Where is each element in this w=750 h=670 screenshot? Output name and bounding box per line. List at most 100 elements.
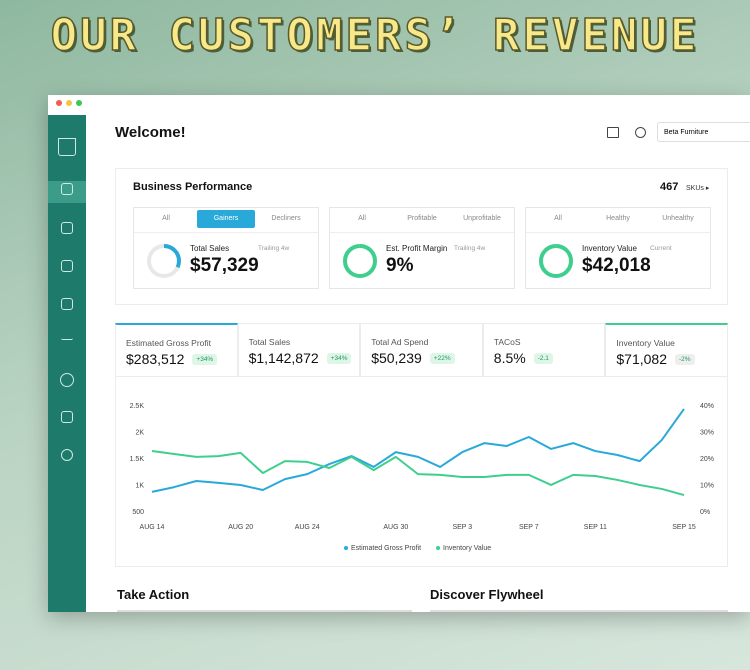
panel-divider bbox=[330, 232, 514, 233]
filter-tab[interactable]: Unhealthy bbox=[662, 215, 694, 222]
docs-icon[interactable] bbox=[607, 127, 619, 138]
kpi-label: Total Ad Spend bbox=[371, 337, 429, 347]
filter-tab[interactable]: Profitable bbox=[407, 215, 437, 222]
legend-swatch bbox=[344, 546, 348, 550]
x-tick-label: AUG 30 bbox=[383, 524, 408, 531]
kpi-row: $283,512 +34% bbox=[126, 351, 218, 367]
store-select[interactable]: Beta Furniture bbox=[657, 122, 750, 142]
panel-divider bbox=[134, 232, 318, 233]
filter-tab[interactable]: Decliners bbox=[271, 215, 301, 222]
window-dot bbox=[76, 100, 82, 106]
metric-label: Est. Profit Margin bbox=[386, 244, 448, 253]
x-tick-label: SEP 11 bbox=[584, 524, 607, 531]
nav-icon[interactable] bbox=[61, 298, 73, 310]
kpi-row: 8.5% -2.1 bbox=[494, 350, 553, 366]
nav-icon[interactable] bbox=[61, 222, 73, 234]
business-performance-card bbox=[115, 168, 728, 305]
kpi-value: $50,239 bbox=[371, 350, 422, 366]
legend-label: Inventory Value bbox=[443, 545, 491, 552]
filter-tab[interactable]: All bbox=[358, 215, 366, 222]
kpi-change: +34% bbox=[326, 352, 352, 364]
gauge bbox=[539, 244, 573, 278]
legend-swatch bbox=[436, 546, 441, 550]
y-tick-label: 2K bbox=[135, 429, 144, 436]
gauge bbox=[343, 244, 377, 278]
nav-icon[interactable] bbox=[61, 260, 73, 272]
kpi-tab[interactable]: TACoS 8.5% -2.1 bbox=[482, 323, 606, 377]
kpi-change: +22% bbox=[429, 352, 455, 364]
y2-tick-label: 40% bbox=[700, 403, 714, 410]
metric-period: Trailing 4w bbox=[258, 245, 290, 252]
x-tick-label: AUG 20 bbox=[228, 524, 253, 531]
sidebar bbox=[48, 115, 86, 612]
metric-label: Total Sales bbox=[190, 244, 230, 253]
x-tick-label: AUG 14 bbox=[140, 524, 165, 531]
kpi-label: Inventory Value bbox=[616, 338, 675, 348]
y2-tick-label: 0% bbox=[700, 509, 710, 516]
section-title: Discover Flywheel bbox=[430, 587, 544, 602]
kpi-label: Total Sales bbox=[248, 337, 291, 347]
performance-panel: All Healthy Unhealthy Inventory Value Curren… bbox=[525, 207, 711, 289]
x-tick-label: AUG 24 bbox=[295, 524, 320, 531]
kpi-change: -2.1 bbox=[533, 352, 553, 364]
metric-period: Current bbox=[650, 245, 672, 252]
nav-icon[interactable] bbox=[60, 373, 74, 387]
welcome: Welcome! bbox=[115, 124, 186, 141]
series-line bbox=[151, 450, 685, 497]
y2-tick-label: 10% bbox=[700, 482, 714, 489]
window-dot bbox=[66, 100, 72, 106]
x-tick-label: SEP 7 bbox=[519, 524, 539, 531]
series-line bbox=[151, 408, 685, 493]
settings-icon[interactable] bbox=[635, 127, 646, 138]
metric-value: $57,329 bbox=[190, 255, 259, 276]
home-icon[interactable] bbox=[61, 183, 73, 195]
logo-icon[interactable] bbox=[58, 138, 76, 156]
sku-link[interactable]: SKUs ▸ bbox=[686, 185, 710, 192]
card-title: Business Performance bbox=[133, 181, 253, 193]
banner-title: OUR CUSTOMERS’ REVENUE bbox=[50, 9, 700, 62]
filter-tab[interactable]: Healthy bbox=[606, 215, 630, 222]
y2-tick-label: 20% bbox=[700, 456, 714, 463]
settings-icon[interactable] bbox=[61, 449, 73, 461]
filter-tab[interactable]: All bbox=[162, 215, 170, 222]
kpi-tab[interactable]: Total Sales $1,142,872 +34% bbox=[237, 323, 361, 377]
sku-count: 467 bbox=[660, 181, 679, 193]
section-rule bbox=[117, 610, 412, 612]
kpi-tab[interactable]: Total Ad Spend $50,239 +22% bbox=[360, 323, 483, 377]
window-dot bbox=[56, 100, 62, 106]
metric-label: Inventory Value bbox=[582, 244, 637, 253]
nav-icon[interactable] bbox=[61, 336, 73, 340]
legend-label: Estimated Gross Profit bbox=[351, 545, 421, 552]
x-tick-label: SEP 3 bbox=[452, 524, 472, 531]
metrics-card bbox=[115, 323, 728, 567]
y2-tick-label: 30% bbox=[700, 429, 714, 436]
nav-icon[interactable] bbox=[61, 411, 73, 423]
metric-value: 9% bbox=[386, 255, 414, 276]
kpi-row: $71,082 -2% bbox=[616, 351, 695, 367]
metric-value: $42,018 bbox=[582, 255, 651, 276]
y-tick-label: 1.5K bbox=[130, 456, 145, 463]
kpi-change: -2% bbox=[675, 353, 695, 365]
section-title: Take Action bbox=[117, 587, 190, 602]
kpi-tab[interactable]: Estimated Gross Profit $283,512 +34% bbox=[115, 323, 238, 377]
filter-tab[interactable]: All bbox=[554, 215, 562, 222]
nav-active[interactable] bbox=[48, 181, 86, 203]
kpi-change: +34% bbox=[192, 353, 218, 365]
kpi-label: Estimated Gross Profit bbox=[126, 338, 212, 348]
kpi-row: $1,142,872 +34% bbox=[249, 350, 352, 366]
panel-divider bbox=[526, 232, 710, 233]
kpi-value: 8.5% bbox=[493, 350, 526, 366]
kpi-value: $1,142,872 bbox=[248, 350, 319, 366]
kpi-value: $71,082 bbox=[616, 351, 667, 367]
performance-panel: All Gainers Decliners Total Sales Trailing 4… bbox=[133, 207, 319, 289]
kpi-row: $50,239 +22% bbox=[371, 350, 455, 366]
gauge bbox=[147, 244, 181, 278]
kpi-value: $283,512 bbox=[126, 351, 185, 367]
filter-tab[interactable]: Unprofitable bbox=[463, 215, 501, 222]
y-tick-label: 2.5K bbox=[130, 403, 145, 410]
kpi-tab[interactable]: Inventory Value $71,082 -2% bbox=[605, 323, 728, 377]
kpi-label: TACoS bbox=[493, 337, 521, 347]
filter-tab[interactable]: Gainers bbox=[197, 210, 255, 228]
